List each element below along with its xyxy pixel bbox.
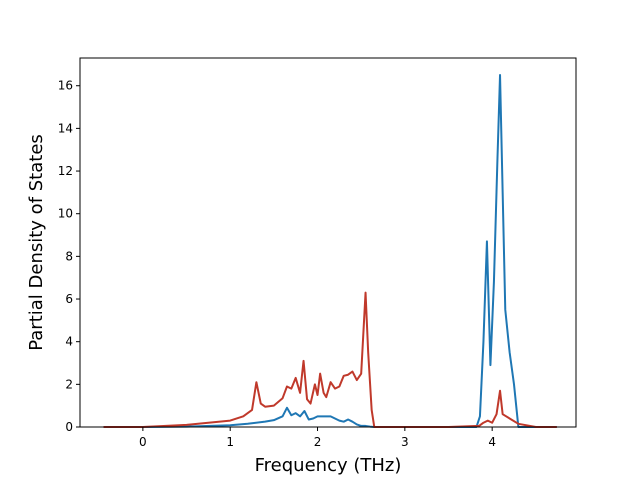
x-axis-ticks: 0 1 2 3 4	[139, 427, 496, 449]
x-tick-label: 4	[488, 435, 496, 449]
y-tick-label: 6	[65, 292, 73, 306]
y-tick-label: 4	[65, 335, 73, 349]
x-tick-label: 1	[226, 435, 234, 449]
x-tick-label: 3	[401, 435, 409, 449]
y-tick-label: 2	[65, 377, 73, 391]
y-tick-label: 12	[58, 164, 73, 178]
y-tick-label: 10	[58, 207, 73, 221]
y-tick-label: 8	[65, 249, 73, 263]
y-axis-label: Partial Density of States	[26, 134, 47, 351]
x-axis-label: Frequency (THz)	[255, 455, 402, 476]
x-tick-label: 0	[139, 435, 147, 449]
x-tick-label: 2	[314, 435, 322, 449]
series-layer	[103, 74, 557, 428]
series-line-1	[103, 74, 557, 428]
plot-frame	[79, 57, 577, 428]
y-tick-label: 14	[58, 121, 73, 135]
y-tick-label: 16	[58, 79, 73, 93]
plot-background	[80, 58, 576, 427]
y-axis-ticks: 0 2 4 6 8 10 12 14 16	[58, 79, 80, 434]
series-line-2	[103, 291, 557, 428]
y-tick-label: 0	[65, 420, 73, 434]
